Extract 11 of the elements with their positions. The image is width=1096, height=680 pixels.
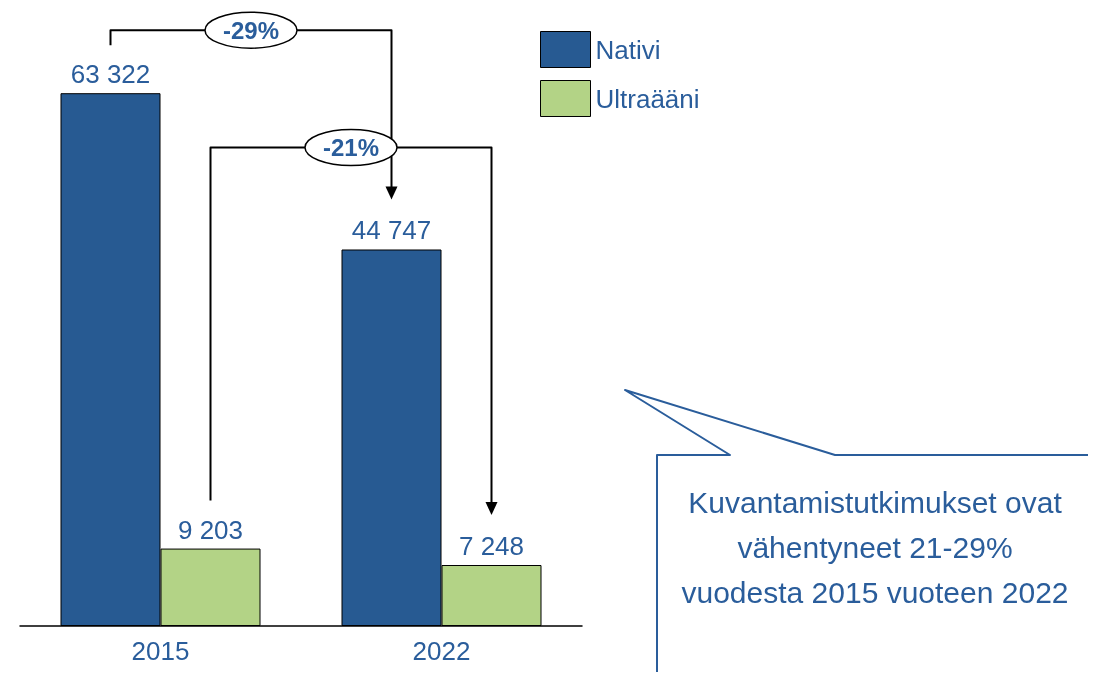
annotation: -21% — [322, 134, 380, 162]
legend-label: Ultraääni — [595, 83, 700, 114]
x-tick-label: 2022 — [412, 636, 471, 666]
data-label: 44 747 — [351, 215, 432, 246]
text: -29% — [222, 17, 280, 45]
text: Kuvantamistutkimukset ovat vähentyneet 21-29% vuodesta 2015 vuoteen 2022 — [680, 485, 1070, 611]
data-label: 63 322 — [70, 59, 151, 90]
data-label: 7 248 — [458, 531, 525, 562]
data-label: 9 203 — [177, 514, 244, 545]
legend-label: Nativi — [595, 34, 661, 65]
x-tick-label: 2015 — [131, 636, 190, 666]
